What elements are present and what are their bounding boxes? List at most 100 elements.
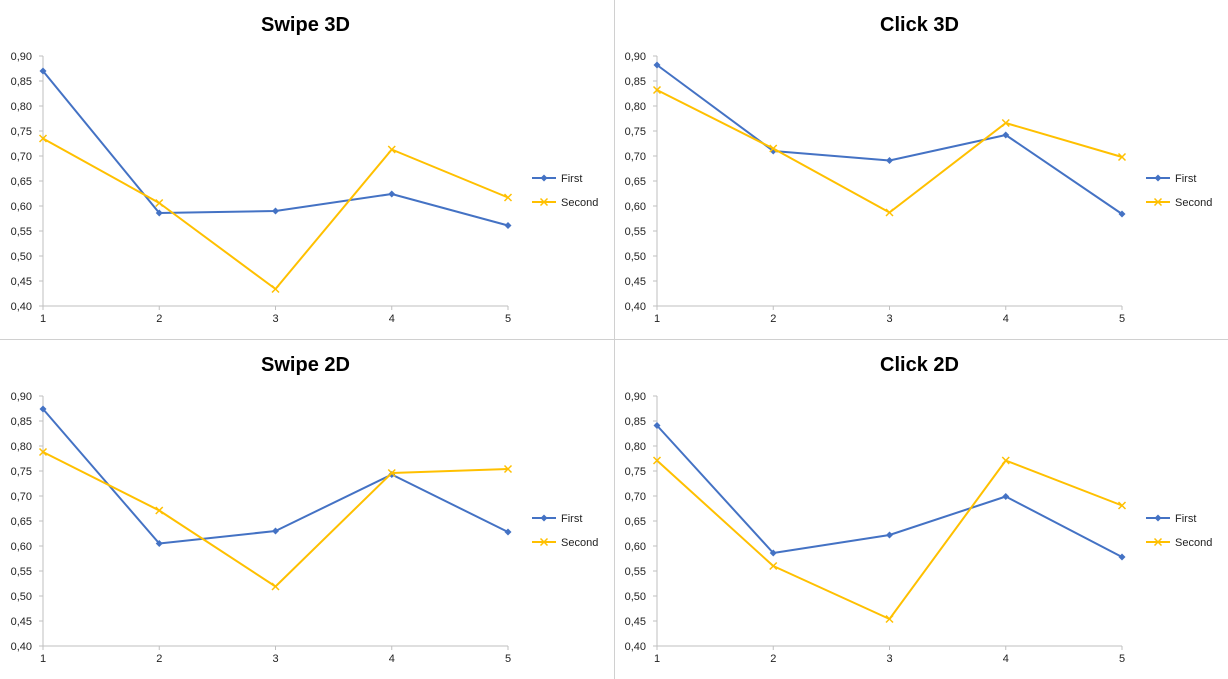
data-point-first xyxy=(653,61,661,69)
series-line-second xyxy=(42,451,509,588)
data-point-first xyxy=(39,405,47,413)
y-tick-label: 0,65 xyxy=(625,176,646,188)
data-point-second xyxy=(1117,152,1127,162)
y-tick-label: 0,80 xyxy=(625,101,646,113)
data-point-second xyxy=(652,456,662,465)
y-tick-label: 0,55 xyxy=(11,566,32,578)
y-tick-label: 0,40 xyxy=(11,301,32,313)
x-tick-label: 3 xyxy=(886,653,892,665)
y-tick-label: 0,85 xyxy=(625,416,646,428)
y-tick-label: 0,60 xyxy=(625,201,646,213)
legend-label: Second xyxy=(561,537,598,549)
chart-3: Click 2D 0,40 0,45 0,50 0,55 0,60 0,65 0,70 0,75… xyxy=(625,354,1213,665)
x-tick-label: 4 xyxy=(1003,653,1009,665)
y-tick-label: 0,50 xyxy=(11,591,32,603)
legend-entry-second: Second xyxy=(1146,537,1212,549)
legend-entry-second: Second xyxy=(532,197,598,209)
y-tick-label: 0,85 xyxy=(625,76,646,88)
y-tick-label: 0,60 xyxy=(11,201,32,213)
x-tick-label: 4 xyxy=(389,653,395,665)
x-tick-label: 1 xyxy=(40,653,46,665)
data-point-first xyxy=(388,190,396,198)
y-tick-label: 0,40 xyxy=(625,641,646,653)
x-tick-label: 5 xyxy=(505,653,511,665)
legend-entry-second: Second xyxy=(532,537,598,549)
y-tick-label: 0,85 xyxy=(11,416,32,428)
y-tick-label: 0,50 xyxy=(11,251,32,263)
y-tick-label: 0,80 xyxy=(11,101,32,113)
y-tick-label: 0,55 xyxy=(625,226,646,238)
x-tick-label: 4 xyxy=(389,313,395,325)
y-tick-label: 0,90 xyxy=(625,391,646,403)
y-tick-label: 0,75 xyxy=(625,466,646,478)
x-tick-label: 3 xyxy=(886,313,892,325)
x-tick-label: 4 xyxy=(1003,313,1009,325)
data-point-second xyxy=(1117,501,1127,510)
x-tick-label: 2 xyxy=(770,653,776,665)
series-line-second xyxy=(656,89,1123,214)
data-point-first xyxy=(155,209,163,217)
y-tick-label: 0,45 xyxy=(625,616,646,628)
data-point-second xyxy=(885,208,894,217)
x-tick-label: 2 xyxy=(770,313,776,325)
x-tick-label: 2 xyxy=(156,653,162,665)
legend-entry-first: First xyxy=(532,173,582,185)
x-tick-label: 2 xyxy=(156,313,162,325)
series-line-first xyxy=(656,64,1123,215)
chart-title: Swipe 3D xyxy=(261,14,350,36)
data-point-second xyxy=(1001,118,1010,128)
legend-label: First xyxy=(1175,513,1196,525)
y-tick-label: 0,85 xyxy=(11,76,32,88)
series-line-first xyxy=(42,70,509,227)
data-point-first xyxy=(155,540,163,547)
data-point-first xyxy=(39,67,47,75)
data-point-first xyxy=(886,531,893,539)
data-point-first xyxy=(1118,553,1126,561)
y-tick-label: 0,45 xyxy=(11,276,32,288)
data-point-first xyxy=(1002,131,1010,139)
data-point-second xyxy=(503,464,513,474)
data-point-first xyxy=(1002,493,1010,500)
data-point-second xyxy=(387,468,396,478)
data-point-second xyxy=(155,198,164,208)
series-line-first xyxy=(42,408,509,545)
y-tick-label: 0,60 xyxy=(625,541,646,553)
y-tick-label: 0,40 xyxy=(625,301,646,313)
data-point-second xyxy=(503,193,513,202)
y-tick-label: 0,60 xyxy=(11,541,32,553)
y-tick-label: 0,75 xyxy=(625,126,646,138)
legend-entry-first: First xyxy=(532,513,582,525)
data-point-second xyxy=(1001,456,1010,465)
y-tick-label: 0,70 xyxy=(625,151,646,163)
data-point-first xyxy=(886,157,893,164)
chart-title: Click 2D xyxy=(880,354,959,376)
legend-label: First xyxy=(1175,173,1196,185)
y-tick-label: 0,45 xyxy=(11,616,32,628)
series-line-second xyxy=(656,459,1123,620)
data-point-first xyxy=(653,422,661,429)
y-tick-label: 0,90 xyxy=(625,51,646,63)
data-point-second xyxy=(885,614,894,624)
y-tick-label: 0,45 xyxy=(625,276,646,288)
data-point-second xyxy=(271,284,280,294)
data-point-first xyxy=(272,527,279,535)
x-tick-label: 3 xyxy=(272,313,278,325)
y-tick-label: 0,65 xyxy=(11,516,32,528)
data-point-second xyxy=(38,447,48,457)
data-point-second xyxy=(769,561,778,571)
x-tick-label: 5 xyxy=(505,313,511,325)
data-point-second xyxy=(652,85,662,95)
y-tick-label: 0,70 xyxy=(11,491,32,503)
data-point-first xyxy=(272,207,279,215)
x-tick-label: 5 xyxy=(1119,653,1125,665)
data-point-second xyxy=(155,506,164,515)
y-tick-label: 0,65 xyxy=(11,176,32,188)
y-tick-label: 0,55 xyxy=(625,566,646,578)
y-tick-label: 0,55 xyxy=(11,226,32,238)
legend-label: First xyxy=(561,513,582,525)
y-tick-label: 0,65 xyxy=(625,516,646,528)
chart-0: Swipe 3D 0,40 0,45 0,50 0,55 0,60 0,65 0,70 0,75… xyxy=(11,14,599,325)
data-point-second xyxy=(38,134,48,143)
y-tick-label: 0,90 xyxy=(11,51,32,63)
